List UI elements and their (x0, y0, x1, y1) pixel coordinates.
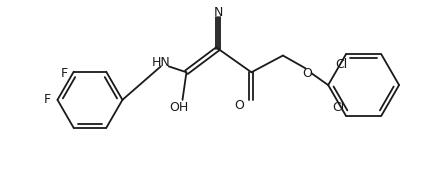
Text: N: N (213, 6, 223, 19)
Text: Cl: Cl (335, 58, 347, 71)
Text: O: O (235, 99, 244, 112)
Text: HN: HN (152, 56, 170, 69)
Text: F: F (60, 67, 68, 80)
Text: F: F (44, 93, 51, 106)
Text: Cl: Cl (332, 101, 344, 114)
Text: O: O (303, 67, 312, 80)
Text: OH: OH (169, 101, 188, 114)
